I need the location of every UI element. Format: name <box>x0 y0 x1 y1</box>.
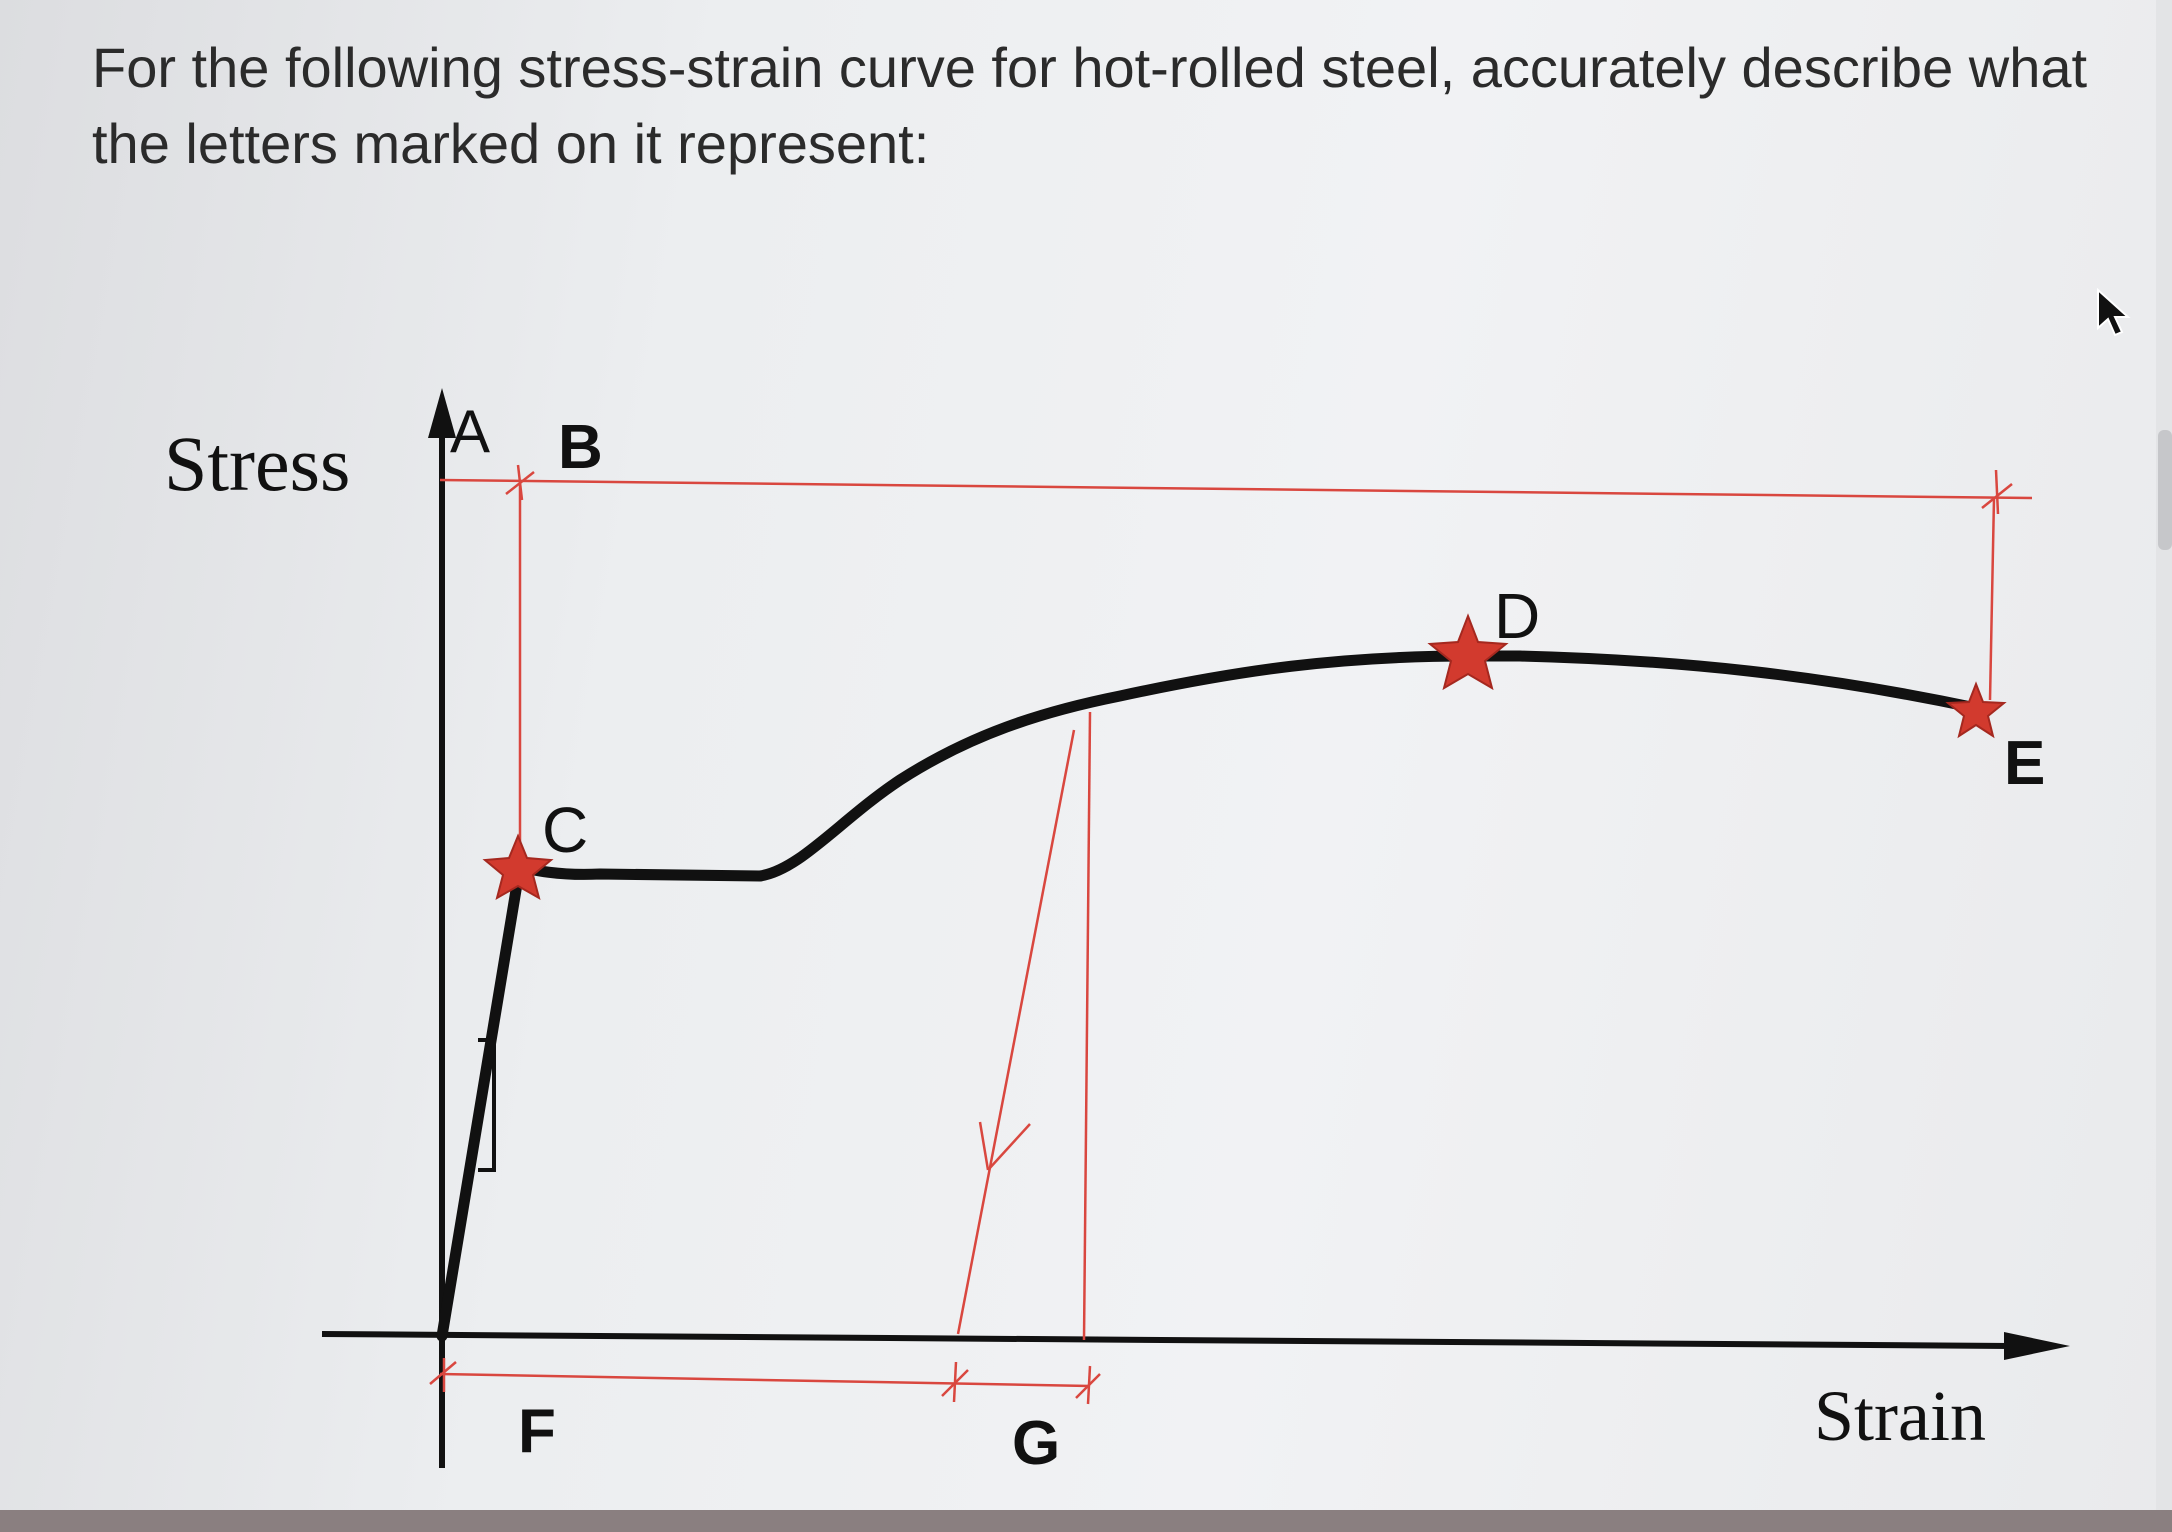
marker-c <box>482 833 554 901</box>
label-a: A <box>450 398 490 465</box>
label-f: F <box>518 1397 556 1466</box>
x-axis-arrowhead <box>2004 1332 2070 1360</box>
marker-d <box>1427 613 1509 691</box>
scrollbar-thumb[interactable] <box>2158 430 2172 550</box>
label-b: B <box>558 413 603 482</box>
marker-e <box>1945 681 2007 739</box>
x-axis-label: Strain <box>1814 1376 1986 1456</box>
point-markers <box>482 613 2007 901</box>
question-text: For the following stress-strain curve fo… <box>92 36 2088 175</box>
scrollbar[interactable] <box>2156 0 2172 1532</box>
label-d: D <box>1494 580 1540 652</box>
label-c: C <box>542 794 588 866</box>
bottom-bezel <box>0 1510 2172 1532</box>
y-axis-label: Stress <box>164 420 350 507</box>
label-e: E <box>2004 729 2045 798</box>
mouse-cursor-icon <box>2097 288 2131 337</box>
stress-strain-curve <box>436 650 1982 1342</box>
y-axis-arrowhead <box>428 388 456 438</box>
guide-lines <box>429 464 2033 1405</box>
x-axis <box>321 1331 2011 1349</box>
label-g: G <box>1012 1409 1060 1478</box>
